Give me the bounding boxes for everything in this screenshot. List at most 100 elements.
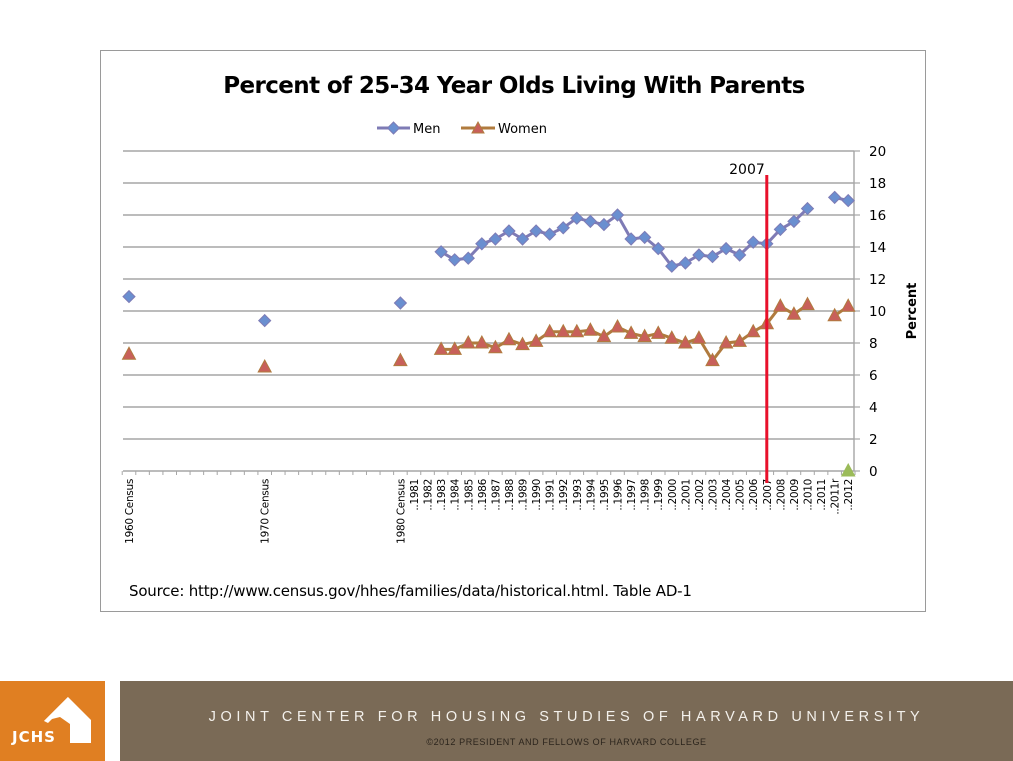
point-men (705, 249, 720, 264)
x-tick-label: ..1985 (463, 479, 475, 511)
point-women (664, 330, 680, 344)
x-tick-label: ..1996 (613, 478, 625, 510)
x-tick-label: ..2010 (803, 479, 815, 511)
series-hidden (840, 462, 856, 477)
point-women (840, 298, 856, 312)
x-tick-label: ..2009 (789, 479, 801, 511)
footer-org-name: JOINT CENTER FOR HOUSING STUDIES OF HARV… (208, 709, 925, 725)
x-tick-label: ..1998 (640, 479, 652, 511)
point-men (488, 232, 503, 246)
legend: Men Women (377, 120, 547, 137)
y-tick-label: 20 (869, 144, 886, 160)
chart-frame: Percent of 25-34 Year Olds Living With P… (100, 50, 926, 612)
x-tick-label: ..2011 (816, 479, 828, 511)
point-women (447, 341, 463, 355)
series-women (121, 296, 856, 373)
point-women (542, 323, 558, 338)
point-women (705, 352, 720, 367)
x-tick-label: ..1989 (518, 479, 530, 511)
point-men (434, 245, 448, 259)
footer-copyright: ©2012 PRESIDENT AND FELLOWS OF HARVARD C… (426, 737, 707, 747)
point-men (651, 241, 665, 256)
point-women (121, 346, 137, 360)
x-tick-label: 1980 Census (395, 479, 407, 544)
point-men (719, 241, 733, 256)
point-men (529, 224, 543, 238)
jchs-logo: JCHS (0, 681, 105, 761)
point-men (556, 221, 570, 235)
point-men (800, 201, 815, 216)
legend-women-label: Women (498, 122, 547, 137)
footer-bar: JOINT CENTER FOR HOUSING STUDIES OF HARV… (120, 681, 1013, 761)
x-tick-label: ..1994 (585, 478, 597, 510)
legend-item-women[interactable]: Women (461, 120, 547, 137)
point-women (745, 323, 761, 338)
point-women (528, 333, 544, 347)
series-layer (121, 190, 856, 477)
x-tick-label: ..1983 (436, 479, 448, 511)
y-tick-label: 6 (869, 368, 878, 384)
point-men (393, 296, 408, 310)
legend-item-men[interactable]: Men (377, 121, 440, 137)
point-women (610, 318, 625, 333)
x-tick-label: ..1992 (558, 479, 570, 511)
point-women (623, 325, 639, 339)
point-women (800, 296, 815, 311)
y-tick-label: 18 (869, 176, 886, 192)
y-axis: 0 2 4 6 8 10 12 14 16 18 20 (853, 144, 886, 480)
y-tick-label: 12 (869, 272, 886, 288)
point-men (515, 232, 530, 246)
y-tick-label: 8 (869, 336, 878, 352)
point-men (827, 190, 842, 205)
point-men (692, 248, 706, 262)
x-tick-label: ..1993 (572, 479, 584, 511)
chart-title: Percent of 25-34 Year Olds Living With P… (223, 73, 804, 99)
x-tick-label: ..1981 (409, 479, 421, 511)
point-men (678, 256, 693, 270)
point-men (597, 217, 611, 232)
point-women (501, 331, 517, 346)
point-women (773, 298, 788, 312)
point-women (488, 339, 503, 354)
annotation-2007-label: 2007 (729, 162, 765, 178)
x-tick-label: ..1990 (531, 479, 543, 511)
point-women (786, 306, 802, 320)
x-tick-label: ..2007 (762, 479, 774, 511)
annotation-layer: 2007 (729, 162, 769, 483)
source-note: Source: http://www.census.gov/hhes/famil… (129, 582, 692, 600)
point-women (583, 322, 598, 336)
point-men (732, 248, 747, 262)
point-men (787, 214, 801, 229)
y-tick-label: 0 (869, 464, 878, 480)
point-men (542, 227, 557, 241)
point-men (461, 251, 475, 265)
point-men (610, 208, 625, 222)
point-men (624, 232, 638, 246)
x-tick-label: ..2004 (721, 478, 733, 510)
series-line-men (440, 207, 809, 268)
series-men (122, 190, 855, 328)
point-men (665, 259, 679, 273)
house-icon: JCHS (11, 697, 91, 746)
point-hidden (840, 462, 856, 477)
point-women (460, 334, 476, 349)
y-axis-title: Percent (905, 283, 920, 340)
point-women (650, 325, 666, 339)
y-tick-label: 2 (869, 432, 878, 448)
point-men (841, 193, 855, 208)
x-tick-label: ..2008 (775, 479, 787, 511)
y-tick-label: 14 (869, 240, 886, 256)
gridlines (123, 150, 854, 440)
x-tick-label: 1960 Census (124, 479, 136, 544)
point-men (475, 237, 489, 251)
point-men (122, 289, 136, 304)
logo-text: JCHS (11, 728, 56, 746)
point-women (637, 328, 652, 343)
legend-men-label: Men (413, 122, 440, 137)
y-tick-label: 16 (869, 208, 886, 224)
x-tick-label: 1970 Census (260, 479, 272, 544)
point-men (502, 224, 516, 238)
point-women (515, 336, 530, 351)
x-tick-label: ..1986 (477, 478, 489, 510)
point-women (474, 334, 490, 349)
